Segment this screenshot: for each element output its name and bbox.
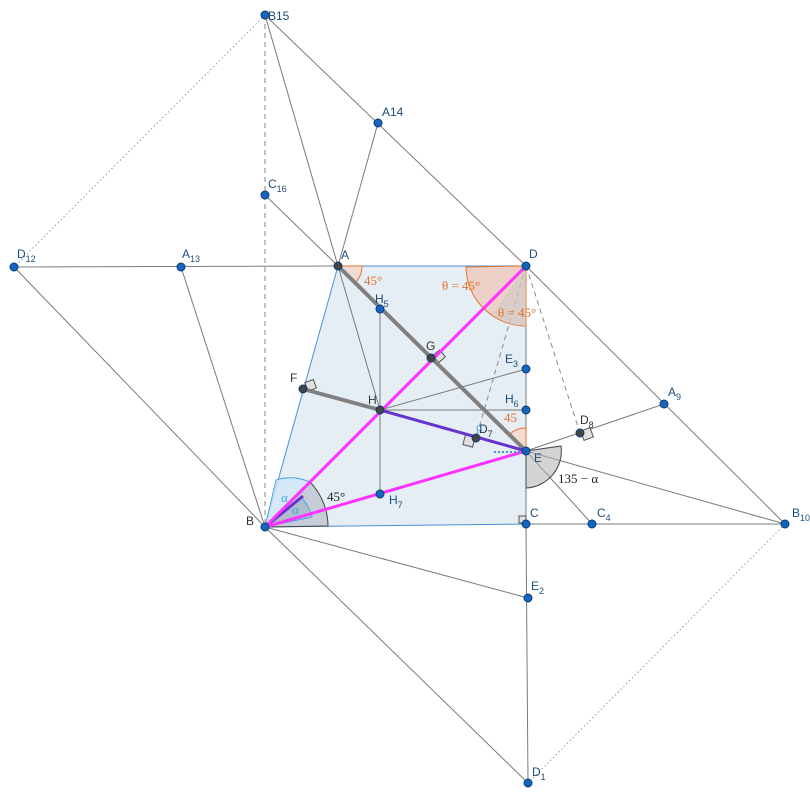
- angle-label-d-top: θ = 45°: [442, 278, 480, 293]
- point-g[interactable]: [426, 353, 436, 363]
- point-e[interactable]: [521, 446, 531, 456]
- points: [9, 10, 790, 788]
- point-b10[interactable]: [780, 519, 790, 529]
- label-d: D: [529, 247, 538, 261]
- point-e2[interactable]: [523, 593, 533, 603]
- angle-label-e-bottom: 135 − α: [558, 471, 598, 486]
- label-d1: D1: [532, 765, 546, 782]
- point-e3[interactable]: [521, 364, 531, 374]
- label-b10: B10: [792, 506, 810, 523]
- label-a14: A14: [382, 105, 404, 119]
- point-d1[interactable]: [523, 778, 533, 788]
- label-h: H: [368, 393, 377, 407]
- angle-at-e-bottom: [525, 445, 562, 489]
- point-c4[interactable]: [587, 519, 597, 529]
- label-a13: A13: [182, 247, 200, 264]
- label-d8: D8: [580, 413, 594, 430]
- angle-label-e-alpha: α: [476, 419, 483, 434]
- label-h5: H5: [375, 292, 389, 309]
- angle-label-b-45: 45°: [327, 489, 345, 504]
- angle-labels: 45° θ = 45° θ = 45° 45 α 135 − α 45° α α: [281, 273, 598, 517]
- point-h5[interactable]: [375, 304, 385, 314]
- point-d12[interactable]: [9, 262, 19, 272]
- angle-label-b-alpha2: α: [292, 502, 299, 517]
- label-c: C: [530, 506, 539, 520]
- label-a: A: [341, 248, 349, 262]
- point-d8[interactable]: [575, 428, 585, 438]
- angle-label-d-lower: θ = 45°: [498, 305, 536, 320]
- label-d12: D12: [17, 247, 36, 264]
- point-a13[interactable]: [176, 262, 186, 272]
- point-h6[interactable]: [521, 405, 531, 415]
- right-angle-markers: [304, 349, 595, 524]
- label-c4: C4: [597, 506, 611, 523]
- label-f: F: [290, 371, 297, 385]
- label-d7: D7: [479, 422, 493, 439]
- label-a9: A9: [668, 385, 681, 402]
- point-a[interactable]: [333, 261, 343, 271]
- label-e: E: [534, 451, 542, 465]
- label-g: G: [426, 339, 435, 353]
- angle-at-d-lower: [492, 266, 526, 326]
- angle-label-b-alpha1: α: [281, 490, 288, 505]
- point-d[interactable]: [521, 261, 531, 271]
- point-c16[interactable]: [260, 190, 270, 200]
- label-e2: E2: [531, 579, 544, 596]
- pink-segments: [263, 264, 528, 529]
- angle-label-e-top: 45: [504, 410, 517, 425]
- label-b: B: [246, 514, 254, 528]
- point-a9[interactable]: [659, 399, 669, 409]
- point-b15[interactable]: [260, 10, 270, 20]
- label-b15: B15: [268, 9, 290, 23]
- point-h7[interactable]: [375, 489, 385, 499]
- point-h[interactable]: [375, 405, 385, 415]
- label-h6: H6: [505, 392, 519, 409]
- label-e3: E3: [505, 352, 518, 369]
- point-a14[interactable]: [373, 118, 383, 128]
- point-labels: B15 A14 C16 D12 A13 A D H5 G E3 F H H6 A…: [17, 9, 810, 782]
- label-h7: H7: [389, 493, 403, 510]
- point-c[interactable]: [521, 519, 531, 529]
- point-b[interactable]: [260, 522, 270, 532]
- point-d7[interactable]: [471, 433, 481, 443]
- label-c16: C16: [268, 177, 287, 194]
- point-f[interactable]: [298, 384, 308, 394]
- angle-label-a: 45°: [364, 273, 382, 288]
- outer-dotted-square: [13, 14, 786, 784]
